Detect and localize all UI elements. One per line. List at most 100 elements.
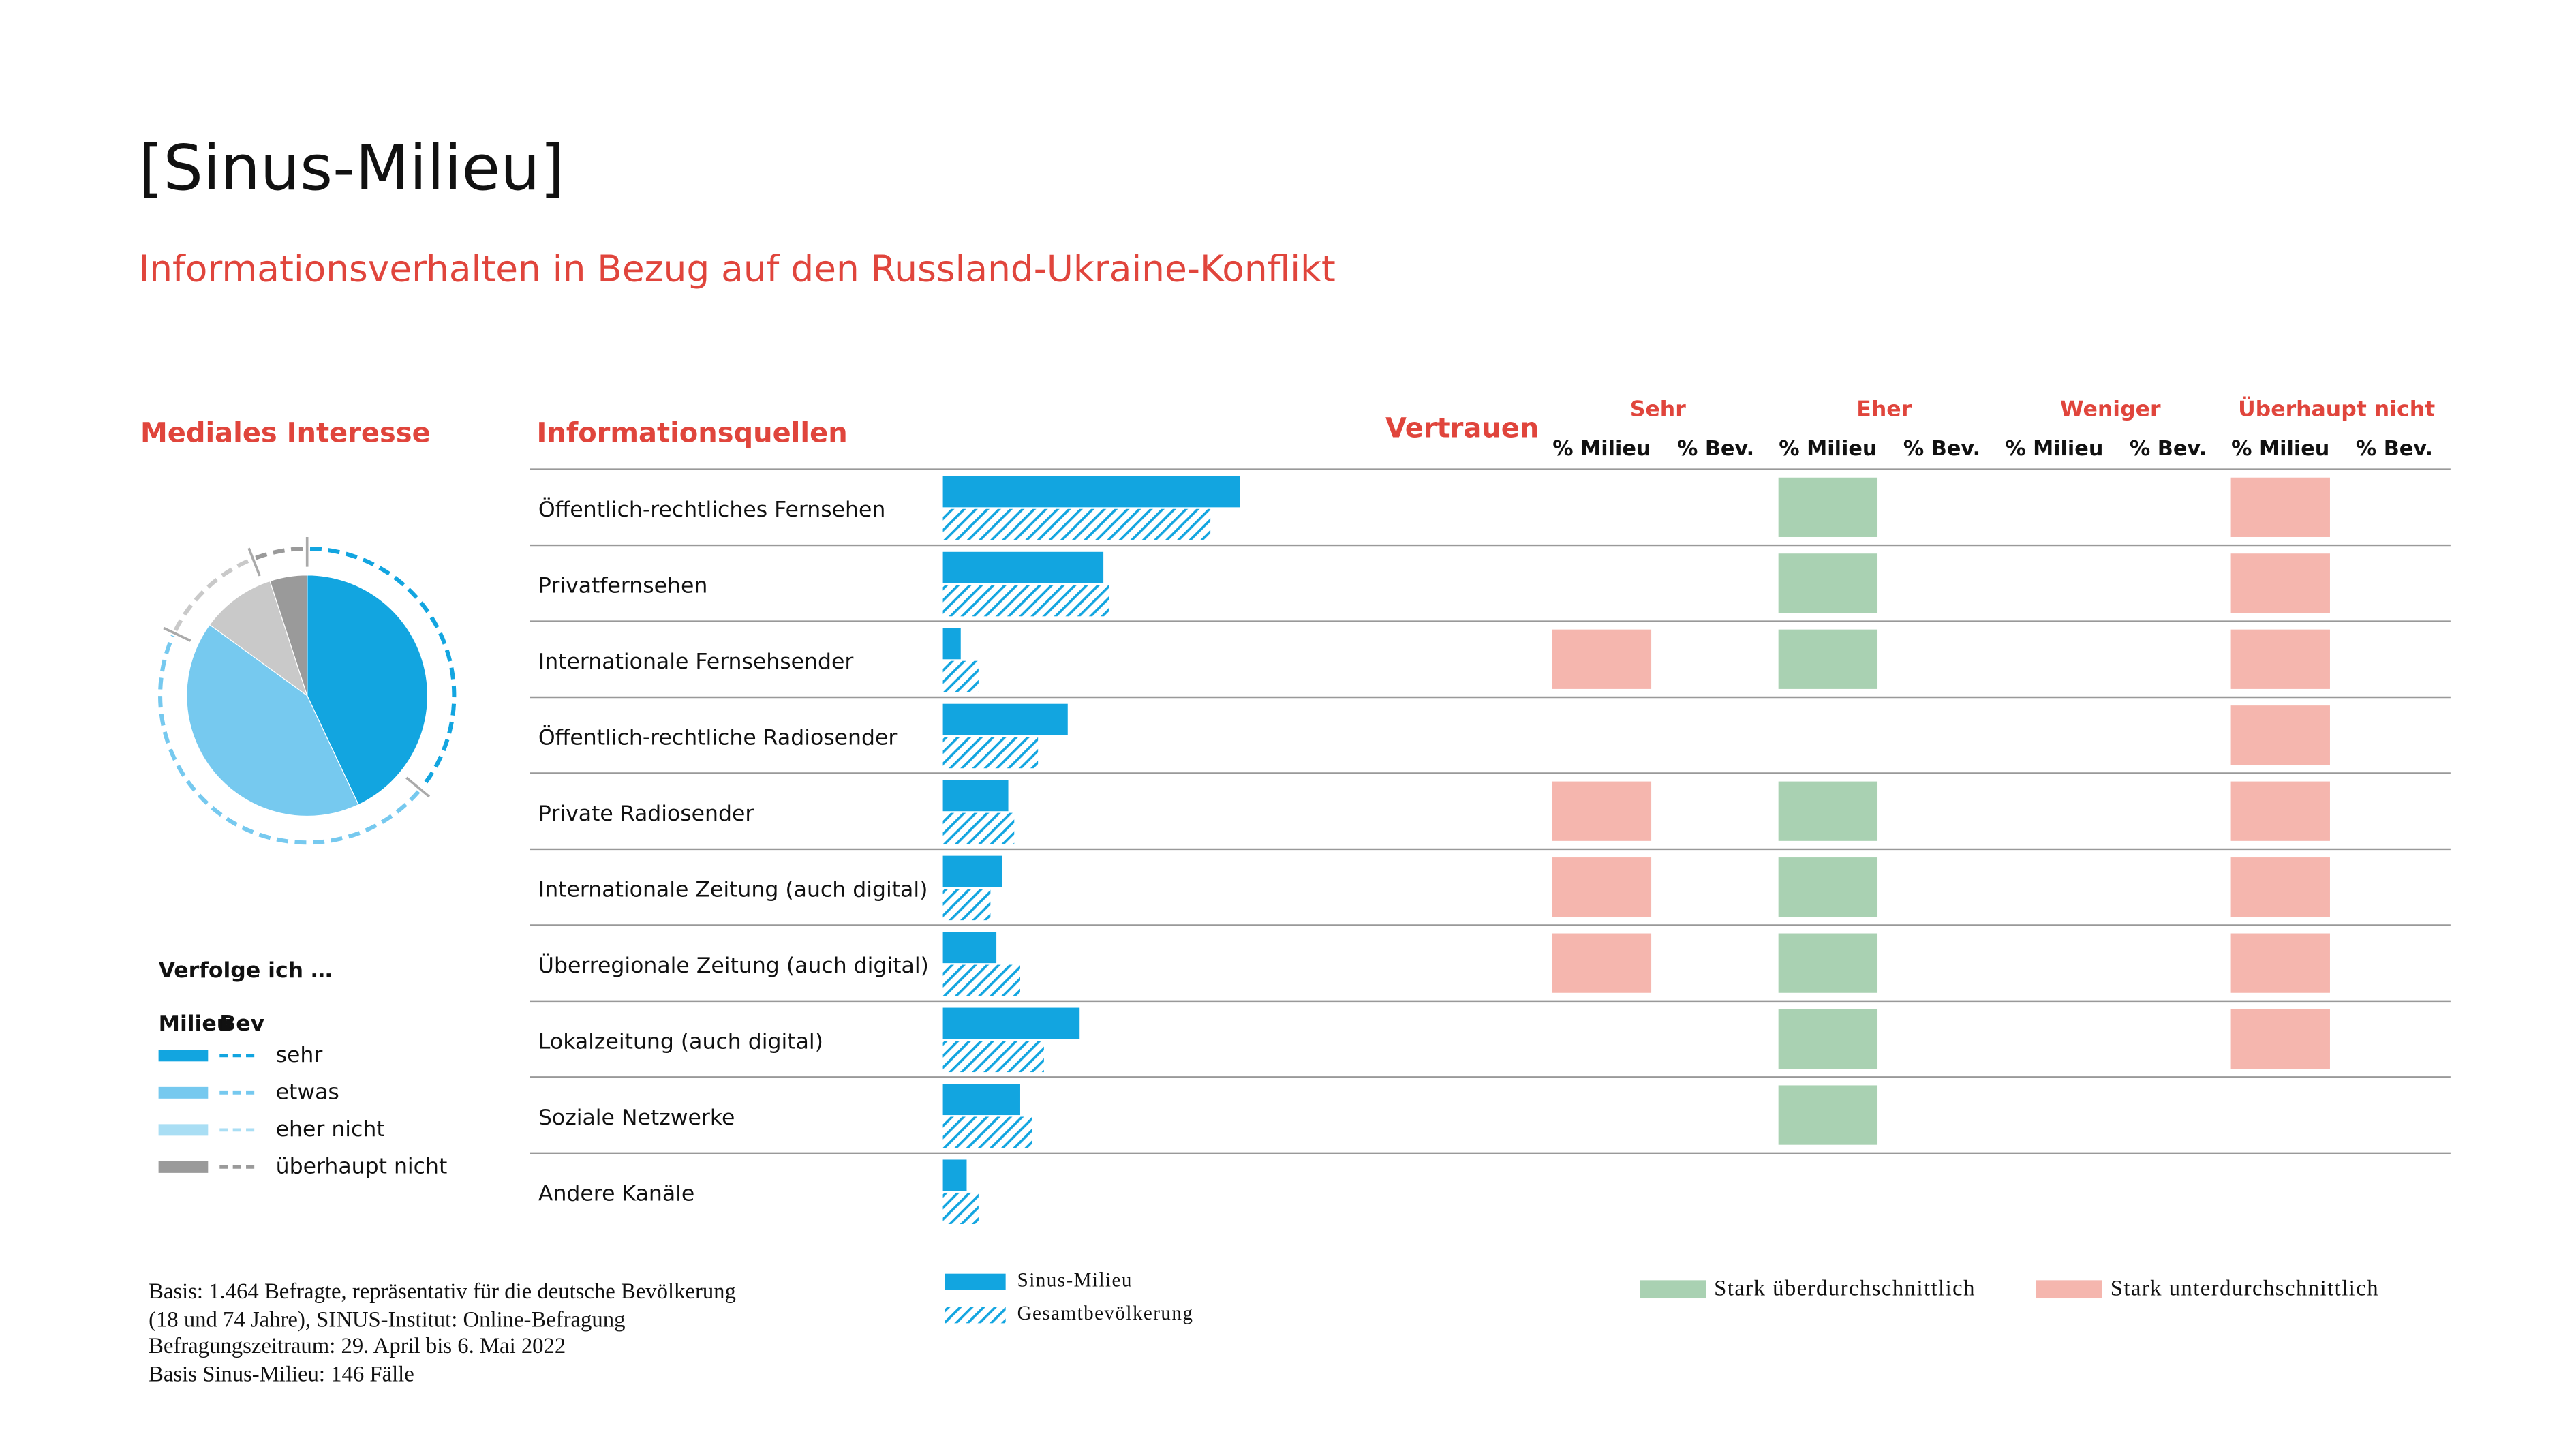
sub-header: % Bev.: [1677, 437, 1754, 461]
pie-slice: [269, 575, 308, 696]
legend-header: Milieu: [159, 1011, 232, 1036]
legend-label: Gesamtbevölkerung: [1017, 1302, 1194, 1324]
trust-cell: [1778, 933, 1878, 993]
pie-slice: [307, 575, 429, 806]
trust-cell: [1778, 1009, 1878, 1069]
ring-arc: [309, 546, 457, 789]
bar: [942, 628, 961, 660]
legend-label: etwas: [276, 1080, 339, 1104]
pie-legend-title: Verfolge ich …: [159, 958, 333, 983]
legend-swatch: [158, 1161, 209, 1173]
bar: [942, 1116, 1032, 1148]
bar: [942, 964, 1020, 996]
sub-header: % Bev.: [2356, 437, 2433, 461]
legend-label: überhaupt nicht: [276, 1154, 448, 1178]
category-label: Andere Kanäle: [538, 1181, 694, 1206]
legend-swatch: [158, 1124, 209, 1136]
trust-cell: [1552, 933, 1652, 993]
bar: [942, 585, 1109, 617]
category-label: Lokalzeitung (auch digital): [538, 1029, 823, 1054]
bar-title: Informationsquellen: [537, 418, 848, 449]
sub-header: % Milieu: [1552, 437, 1651, 461]
sub-header: % Bev.: [2130, 437, 2207, 461]
pie-title: Mediales Interesse: [140, 418, 431, 449]
trust-cell: [1778, 1085, 1878, 1145]
bar: [942, 1007, 1080, 1039]
trust-cell: [1778, 781, 1878, 841]
trust-cell: [1552, 629, 1652, 689]
trust-cell: [1778, 553, 1878, 613]
category-label: Privatfernsehen: [538, 574, 707, 598]
bar: [942, 780, 1009, 812]
trust-cell: [2230, 781, 2330, 841]
trust-cell: [2230, 1009, 2330, 1069]
group-header: Eher: [1856, 397, 1912, 421]
trust-title: Vertrauen: [1385, 412, 1539, 444]
category-label: Überregionale Zeitung (auch digital): [538, 952, 929, 978]
title: [Sinus-Milieu]: [139, 132, 565, 204]
legend-swatch: [945, 1273, 1006, 1290]
sub-header: % Milieu: [1779, 437, 1877, 461]
ring-arc: [173, 558, 251, 632]
trust-cell: [2230, 477, 2330, 537]
bar: [942, 1159, 967, 1191]
subtitle: Informationsverhalten in Bezug auf den R…: [139, 248, 1336, 290]
ring-arc: [255, 546, 305, 560]
trust-cell: [2230, 857, 2330, 917]
footnote-line: Befragungszeitraum: 29. April bis 6. Mai…: [149, 1334, 566, 1358]
trust-cell: [2230, 629, 2330, 689]
legend-label: eher nicht: [276, 1117, 385, 1142]
category-label: Öffentlich-rechtliche Radiosender: [538, 724, 897, 750]
footnote-line: Basis Sinus-Milieu: 146 Fälle: [149, 1362, 414, 1386]
group-header: Überhaupt nicht: [2238, 395, 2435, 421]
bar: [942, 1041, 1044, 1073]
sub-header: % Bev.: [1903, 437, 1980, 461]
sub-header: % Milieu: [2231, 437, 2329, 461]
ring-divider: [405, 776, 431, 798]
trust-cell: [1778, 857, 1878, 917]
legend-header: Bev: [219, 1011, 264, 1036]
legend-swatch: [1640, 1280, 1706, 1299]
bar: [942, 812, 1015, 844]
legend-swatch: [945, 1307, 1006, 1324]
pie-slice: [186, 624, 359, 817]
trust-cell: [1778, 629, 1878, 689]
ring-divider: [247, 547, 261, 577]
ring-arc: [158, 635, 420, 845]
ring-divider: [163, 626, 191, 642]
footnote: Basis: 1.464 Befragte, repräsentativ für…: [149, 1279, 736, 1386]
trust-cell: [1778, 477, 1878, 537]
sub-header: % Milieu: [2005, 437, 2103, 461]
trust-cell: [2230, 933, 2330, 993]
legend-swatch: [2036, 1280, 2102, 1299]
bar: [942, 703, 1068, 735]
bar: [942, 551, 1104, 583]
category-label: Internationale Fernsehsender: [538, 650, 853, 674]
trust-cell: [1552, 857, 1652, 917]
pie-slice: [209, 580, 308, 697]
footnote-line: Basis: 1.464 Befragte, repräsentativ für…: [149, 1279, 736, 1304]
trust-cell: [2230, 705, 2330, 765]
footnote-line: (18 und 74 Jahre), SINUS-Institut: Onlin…: [149, 1307, 625, 1332]
bar: [942, 660, 979, 692]
bar: [942, 508, 1211, 540]
legend-label: Stark überdurchschnittlich: [1714, 1276, 1976, 1300]
category-label: Soziale Netzwerke: [538, 1105, 735, 1130]
legend-label: Sinus-Milieu: [1017, 1269, 1133, 1291]
legend-swatch: [158, 1050, 209, 1062]
bar: [942, 932, 997, 964]
bar: [942, 889, 991, 921]
bar: [942, 855, 1002, 887]
legend-label: sehr: [276, 1043, 323, 1067]
legend-label: Stark unterdurchschnittlich: [2111, 1276, 2379, 1300]
bar: [942, 737, 1039, 769]
group-header: Weniger: [2060, 397, 2161, 421]
category-label: Private Radiosender: [538, 802, 754, 826]
bar: [942, 1192, 979, 1224]
trust-cell: [2230, 553, 2330, 613]
legend-swatch: [158, 1086, 209, 1099]
bar: [942, 1084, 1020, 1116]
group-header: Sehr: [1630, 397, 1686, 421]
